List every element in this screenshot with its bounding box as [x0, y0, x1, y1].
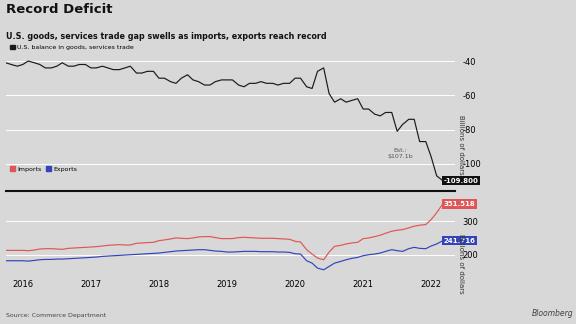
Text: 241.716: 241.716 — [444, 238, 475, 244]
Text: -109.800: -109.800 — [444, 178, 478, 184]
Text: 351.518: 351.518 — [444, 201, 475, 207]
Text: Est.:
$107.1b: Est.: $107.1b — [388, 148, 414, 159]
Text: Billions of dollars: Billions of dollars — [458, 115, 464, 175]
Text: Bloomberg: Bloomberg — [532, 308, 573, 318]
Text: Billions of dollars: Billions of dollars — [458, 234, 464, 294]
Text: Source: Commerce Department: Source: Commerce Department — [6, 313, 106, 318]
Legend: Imports, Exports: Imports, Exports — [9, 165, 78, 173]
Legend: U.S. balance in goods, services trade: U.S. balance in goods, services trade — [9, 44, 135, 52]
Text: U.S. goods, services trade gap swells as imports, exports reach record: U.S. goods, services trade gap swells as… — [6, 32, 327, 41]
Text: Record Deficit: Record Deficit — [6, 3, 112, 16]
